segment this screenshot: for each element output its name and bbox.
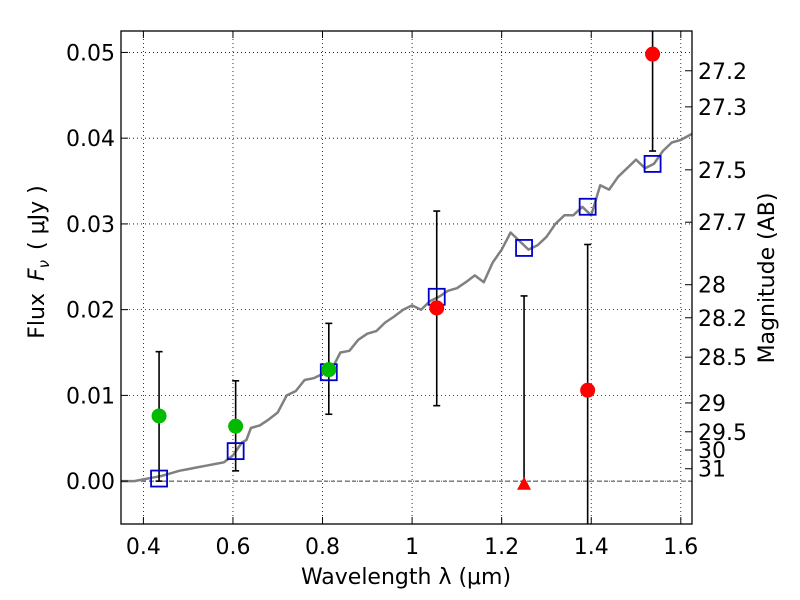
mag-tick-label: 27.5 <box>698 159 747 184</box>
mag-tick-label: 27.7 <box>698 211 747 236</box>
x-tick-label: 0.6 <box>215 535 250 560</box>
flux-point <box>228 418 244 434</box>
model-photometry-square <box>578 197 597 216</box>
upper-limit-triangle <box>517 476 532 490</box>
y-axis-label-unit: ( μJy ) <box>25 185 50 250</box>
flux-point <box>151 408 167 424</box>
mag-tick-label: 31 <box>698 458 726 483</box>
x-tick-label: 1.6 <box>663 535 698 560</box>
x-axis-label: Wavelength λ (μm) <box>301 565 511 590</box>
y-axis-label-prefix: Flux <box>25 293 50 339</box>
mag-tick-label: 29.5 <box>698 421 747 446</box>
model-photometry-square <box>226 442 245 461</box>
secondary-y-axis-label: Magnitude (AB) <box>755 193 780 364</box>
y-axis-label: Flux Fν ( μJy ) <box>25 185 53 338</box>
x-tick-label: 1 <box>405 535 419 560</box>
x-tick-label: 0.8 <box>305 535 340 560</box>
mag-tick-label: 29 <box>698 392 726 417</box>
mag-tick-label: 27.3 <box>698 96 747 121</box>
model-photometry-square <box>515 239 533 257</box>
x-tick-label: 0.4 <box>126 535 161 560</box>
y-axis-label-var: F <box>25 268 50 281</box>
flux-point <box>580 382 596 398</box>
plot-frame <box>120 30 693 525</box>
y-tick-label: 0.02 <box>66 299 115 324</box>
y-tick-label: 0.03 <box>66 213 115 238</box>
flux-point <box>645 46 661 62</box>
gridlines <box>121 31 692 524</box>
mag-tick-label: 30 <box>698 439 726 464</box>
mag-tick-label: 28.5 <box>698 346 747 371</box>
y-axis-label-sub: ν <box>35 260 53 268</box>
flux-point <box>321 362 337 378</box>
model-photometry-square <box>643 154 662 173</box>
x-tick-label: 1.2 <box>484 535 519 560</box>
model-photometry-square <box>150 469 168 488</box>
x-tick-label: 1.4 <box>574 535 609 560</box>
axis-ticks: 0.4 0.6 0.8 1 1.2 1.4 1.6 0.00 0.01 0.02 0.03 0.04 0… <box>66 31 747 560</box>
mag-tick-label: 28 <box>698 274 726 299</box>
y-tick-label: 0.00 <box>66 470 115 495</box>
y-tick-label: 0.01 <box>66 384 115 409</box>
plot-area <box>121 31 693 524</box>
model-spectrum-line <box>121 132 693 483</box>
flux-point <box>429 300 445 316</box>
mag-tick-label: 27.2 <box>698 60 747 85</box>
mag-tick-label: 28.2 <box>698 307 747 332</box>
y-tick-label: 0.05 <box>66 41 115 66</box>
y-tick-label: 0.04 <box>66 127 115 152</box>
